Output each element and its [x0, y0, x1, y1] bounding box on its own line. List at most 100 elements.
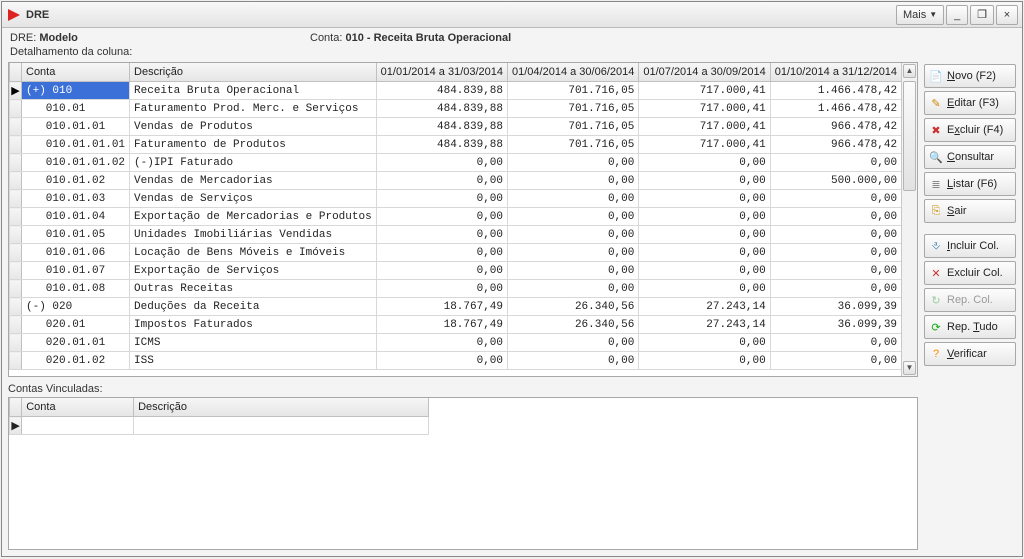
novo-button[interactable]: 📄Novo (F2) — [924, 64, 1016, 88]
scroll-thumb[interactable] — [903, 81, 916, 191]
col-q4[interactable]: 01/10/2014 a 31/12/2014 — [770, 63, 901, 82]
titlebar: DRE Mais▼ _ ❐ × — [2, 2, 1022, 28]
cell-q4: 0,00 — [770, 280, 901, 298]
cell-conta: (+) 010 — [22, 82, 130, 100]
novo-icon: 📄 — [929, 69, 943, 83]
table-row[interactable]: 010.01.04Exportação de Mercadorias e Pro… — [10, 208, 902, 226]
cell-q2: 0,00 — [508, 280, 639, 298]
cell-conta: 010.01.01.02 — [22, 154, 130, 172]
cell-q1: 484.839,88 — [376, 118, 507, 136]
indicator-col — [10, 63, 22, 82]
cell-q1: 0,00 — [376, 172, 507, 190]
linked-col-descricao[interactable]: Descrição — [134, 398, 429, 417]
cell-q1: 0,00 — [376, 262, 507, 280]
col-q1[interactable]: 01/01/2014 a 31/03/2014 — [376, 63, 507, 82]
table-row[interactable]: 010.01.05Unidades Imobiliárias Vendidas0… — [10, 226, 902, 244]
col-q3[interactable]: 01/07/2014 a 30/09/2014 — [639, 63, 770, 82]
conta-value: 010 - Receita Bruta Operacional — [345, 32, 511, 44]
cell-q1: 0,00 — [376, 226, 507, 244]
cell-q2: 0,00 — [508, 334, 639, 352]
table-row[interactable]: 010.01.02Vendas de Mercadorias0,000,000,… — [10, 172, 902, 190]
sair-icon: ⎘ — [929, 204, 943, 218]
cell-q3: 717.000,41 — [639, 82, 770, 100]
excluir-col-button[interactable]: ✕Excluir Col. — [924, 261, 1016, 285]
cell-q2: 26.340,56 — [508, 298, 639, 316]
table-row[interactable]: 010.01.03Vendas de Serviços0,000,000,000… — [10, 190, 902, 208]
linked-grid: Conta Descrição ▶ — [8, 397, 918, 550]
mais-button[interactable]: Mais▼ — [896, 5, 944, 25]
cell-q2: 701.716,05 — [508, 136, 639, 154]
table-row[interactable]: 010.01.01.01Faturamento de Produtos484.8… — [10, 136, 902, 154]
cell-conta: 020.01 — [22, 316, 130, 334]
table-row[interactable]: 010.01.07Exportação de Serviços0,000,000… — [10, 262, 902, 280]
cell-descricao: Vendas de Produtos — [130, 118, 377, 136]
table-row[interactable]: 010.01.06Locação de Bens Móveis e Imóvei… — [10, 244, 902, 262]
excluir-col-icon: ✕ — [929, 266, 943, 280]
table-row[interactable]: ▶ — [10, 417, 429, 435]
cell-q4: 0,00 — [770, 334, 901, 352]
scroll-down-icon[interactable]: ▼ — [903, 361, 916, 375]
cell-q4: 0,00 — [770, 208, 901, 226]
excluir-button[interactable]: ✖Excluir (F4) — [924, 118, 1016, 142]
cell-q3: 0,00 — [639, 280, 770, 298]
cell-q4: 36.099,39 — [770, 316, 901, 334]
cell-descricao: ICMS — [130, 334, 377, 352]
cell-q2: 26.340,56 — [508, 316, 639, 334]
cell-q3: 717.000,41 — [639, 136, 770, 154]
table-row[interactable]: 020.01.02ISS0,000,000,000,00 — [10, 352, 902, 370]
table-row[interactable]: 010.01.01.02(-)IPI Faturado0,000,000,000… — [10, 154, 902, 172]
cell-q3: 0,00 — [639, 172, 770, 190]
app-icon — [6, 7, 22, 23]
rep-tudo-button[interactable]: ⟳Rep. Tudo — [924, 315, 1016, 339]
cell-descricao: Locação de Bens Móveis e Imóveis — [130, 244, 377, 262]
listar-button[interactable]: ≣Listar (F6) — [924, 172, 1016, 196]
cell-q2: 0,00 — [508, 352, 639, 370]
cell-descricao: Vendas de Serviços — [130, 190, 377, 208]
cell-q3: 0,00 — [639, 154, 770, 172]
excluir-icon: ✖ — [929, 123, 943, 137]
table-row[interactable]: 020.01Impostos Faturados18.767,4926.340,… — [10, 316, 902, 334]
close-button[interactable]: × — [996, 5, 1018, 25]
cell-q4: 0,00 — [770, 154, 901, 172]
cell-q1: 0,00 — [376, 208, 507, 226]
col-conta[interactable]: Conta — [22, 63, 130, 82]
table-row[interactable]: 020.01.01ICMS0,000,000,000,00 — [10, 334, 902, 352]
cell-conta: 010.01.06 — [22, 244, 130, 262]
subheader: DRE: Modelo Conta: 010 - Receita Bruta O… — [2, 28, 1022, 44]
cell-q2: 0,00 — [508, 154, 639, 172]
cell-descricao: (-)IPI Faturado — [130, 154, 377, 172]
editar-button[interactable]: ✎Editar (F3) — [924, 91, 1016, 115]
cell-q2: 701.716,05 — [508, 118, 639, 136]
main-table[interactable]: Conta Descrição 01/01/2014 a 31/03/2014 … — [9, 63, 901, 370]
sair-button[interactable]: ⎘Sair — [924, 199, 1016, 223]
verificar-button[interactable]: ?Verificar — [924, 342, 1016, 366]
table-row[interactable]: ▶(+) 010Receita Bruta Operacional484.839… — [10, 82, 902, 100]
table-row[interactable]: (-) 020Deduções da Receita18.767,4926.34… — [10, 298, 902, 316]
cell-q2: 701.716,05 — [508, 100, 639, 118]
minimize-button[interactable]: _ — [946, 5, 968, 25]
conta-label: Conta: — [310, 32, 342, 44]
cell-q1: 0,00 — [376, 154, 507, 172]
col-q2[interactable]: 01/04/2014 a 30/06/2014 — [508, 63, 639, 82]
cell-descricao: ISS — [130, 352, 377, 370]
cell-q3: 27.243,14 — [639, 316, 770, 334]
main-grid-scrollbar[interactable]: ▲ ▼ — [901, 63, 917, 376]
content-area: Conta Descrição 01/01/2014 a 31/03/2014 … — [2, 62, 1022, 556]
table-row[interactable]: 010.01Faturamento Prod. Merc. e Serviços… — [10, 100, 902, 118]
linked-col-conta[interactable]: Conta — [22, 398, 134, 417]
incluir-col-button[interactable]: ⎀Incluir Col. — [924, 234, 1016, 258]
table-row[interactable]: 010.01.01Vendas de Produtos484.839,88701… — [10, 118, 902, 136]
consultar-button[interactable]: 🔍Consultar — [924, 145, 1016, 169]
cell-q3: 0,00 — [639, 208, 770, 226]
linked-table[interactable]: Conta Descrição ▶ — [9, 398, 429, 435]
table-row[interactable]: 010.01.08Outras Receitas0,000,000,000,00 — [10, 280, 902, 298]
scroll-up-icon[interactable]: ▲ — [903, 64, 916, 78]
cell-q4: 0,00 — [770, 190, 901, 208]
cell-descricao: Unidades Imobiliárias Vendidas — [130, 226, 377, 244]
cell-q4: 0,00 — [770, 226, 901, 244]
col-descricao[interactable]: Descrição — [130, 63, 377, 82]
cell-conta: 010.01.07 — [22, 262, 130, 280]
restore-button[interactable]: ❐ — [970, 5, 994, 25]
cell-q4: 0,00 — [770, 352, 901, 370]
cell-q4: 966.478,42 — [770, 118, 901, 136]
